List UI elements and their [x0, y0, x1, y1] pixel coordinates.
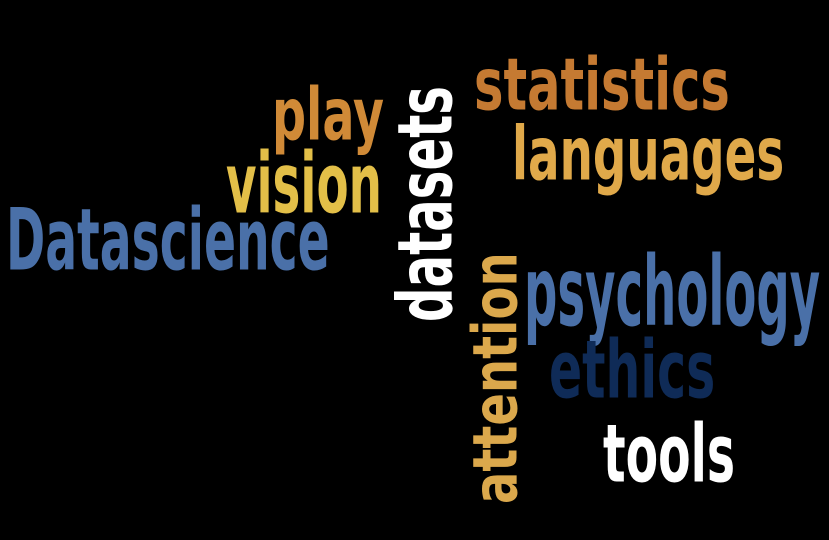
word-vision: vision: [226, 134, 382, 233]
word-tools: tools: [603, 406, 736, 501]
word-psychology: psychology: [524, 235, 821, 349]
word-statistics: statistics: [474, 43, 730, 128]
word-languages: languages: [512, 110, 785, 198]
word-datascience: Datascience: [6, 190, 330, 291]
word-ethics: ethics: [549, 322, 716, 417]
word-datasets: datasets: [381, 85, 471, 322]
word-play: play: [272, 73, 385, 158]
word-attention: attention: [458, 252, 532, 504]
